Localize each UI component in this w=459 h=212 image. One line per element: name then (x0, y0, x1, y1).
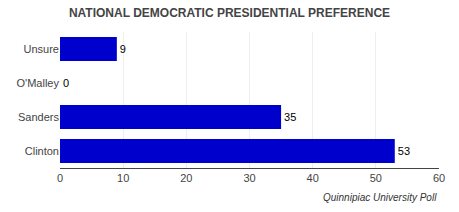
svg-text:Sanders: Sanders (18, 111, 59, 123)
svg-text:60: 60 (433, 172, 445, 184)
svg-text:O'Malley: O'Malley (17, 77, 60, 89)
svg-text:Clinton: Clinton (25, 145, 59, 157)
svg-text:35: 35 (284, 111, 296, 123)
svg-text:40: 40 (307, 172, 319, 184)
svg-text:Quinnipiac University Poll: Quinnipiac University Poll (323, 192, 437, 203)
svg-text:NATIONAL DEMOCRATIC PRESIDENTI: NATIONAL DEMOCRATIC PRESIDENTIAL PREFERE… (69, 6, 390, 20)
svg-text:30: 30 (243, 172, 255, 184)
svg-text:50: 50 (370, 172, 382, 184)
svg-text:0: 0 (63, 77, 69, 89)
svg-text:9: 9 (120, 43, 126, 55)
svg-text:Unsure: Unsure (24, 43, 59, 55)
svg-text:20: 20 (180, 172, 192, 184)
svg-text:0: 0 (57, 172, 63, 184)
svg-text:53: 53 (398, 145, 410, 157)
svg-text:10: 10 (117, 172, 129, 184)
